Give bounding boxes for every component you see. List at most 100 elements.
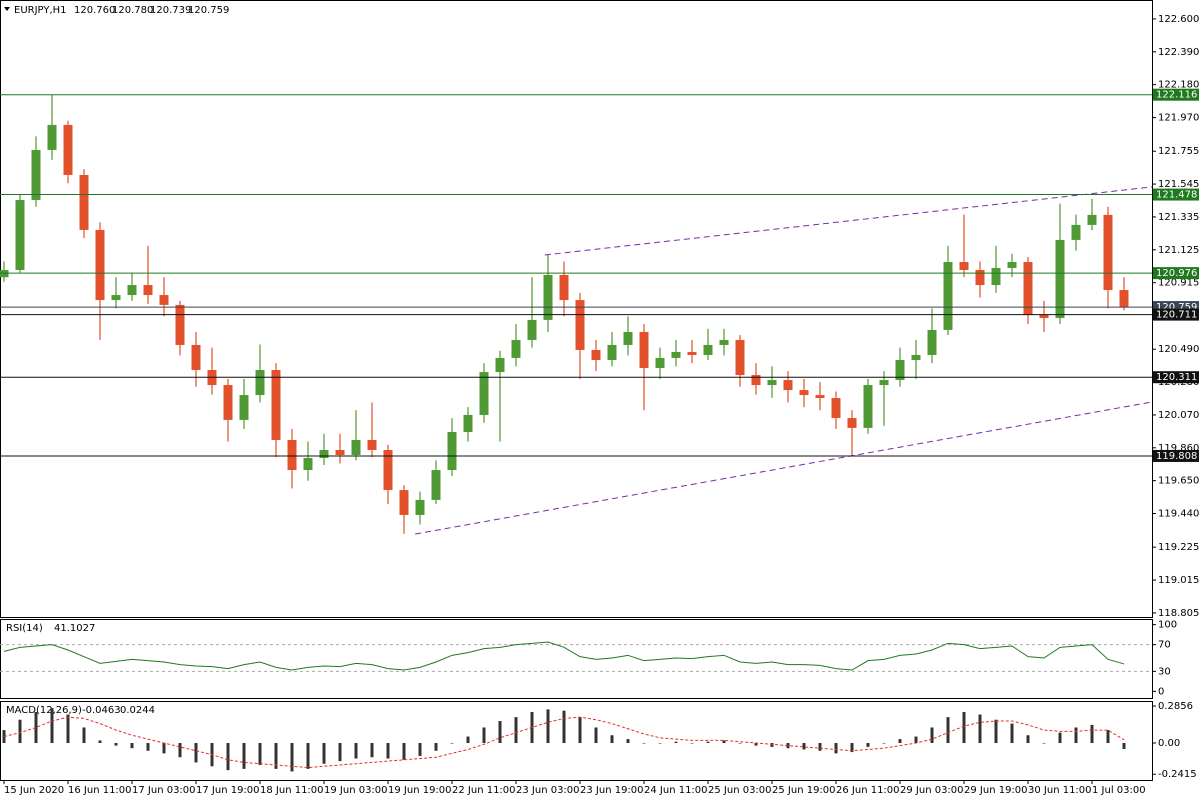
y-tick-label: 120.070	[1158, 410, 1199, 421]
candle-body	[111, 295, 121, 301]
macd-bar	[178, 743, 182, 758]
macd-bar	[354, 743, 358, 759]
macd-bar	[978, 714, 982, 744]
x-tick-label: 15 Jun 2020	[4, 785, 64, 796]
y-tick-label: 121.335	[1158, 212, 1199, 223]
y-tick-label: 119.225	[1158, 542, 1199, 553]
macd-bar	[194, 743, 198, 763]
macd-bar	[434, 743, 438, 751]
level-label-bg	[1153, 267, 1199, 280]
candle-body	[431, 470, 441, 500]
macd-bar	[242, 743, 246, 769]
x-tick-label: 19 Jun 03:00	[324, 785, 388, 796]
candle-body	[671, 352, 681, 358]
candle-body	[47, 124, 57, 150]
candle-body	[31, 149, 41, 201]
macd-bar	[770, 743, 774, 747]
x-tick-label: 30 Jun 11:00	[1028, 785, 1092, 796]
candle-body	[175, 304, 185, 345]
macd-bar	[1090, 724, 1094, 744]
candle-body	[79, 174, 89, 230]
macd-bar	[1010, 723, 1014, 744]
level-label: 120.976	[1156, 268, 1197, 279]
macd-bar	[626, 739, 630, 744]
candle-body	[367, 439, 377, 450]
level-label: 121.478	[1156, 190, 1197, 201]
y-tick-label: 0.00	[1158, 738, 1180, 749]
candle-body	[831, 398, 841, 419]
macd-bar	[722, 740, 726, 744]
y-tick-label: 0.2856	[1158, 701, 1193, 712]
y-tick-label: 119.860	[1158, 443, 1199, 454]
y-tick-label: 118.805	[1158, 608, 1199, 619]
y-tick-label: 120.915	[1158, 278, 1199, 289]
x-tick-label: 24 Jun 11:00	[644, 785, 708, 796]
candle-body	[575, 300, 585, 350]
macd-bar	[274, 743, 278, 769]
macd-bar	[258, 743, 262, 765]
macd-bar	[690, 743, 694, 744]
y-tick-label: 119.015	[1158, 575, 1199, 586]
candle-body	[15, 200, 25, 270]
candle-body	[1023, 262, 1033, 315]
macd-bar	[994, 719, 998, 744]
candle-body	[751, 375, 761, 386]
candle-body	[463, 414, 473, 432]
menu-arrow[interactable]	[4, 7, 10, 11]
macd-bar	[818, 743, 822, 751]
candle-body	[863, 385, 873, 428]
macd-bar	[1122, 743, 1126, 749]
x-tick-label: 25 Jun 03:00	[708, 785, 772, 796]
x-tick-label: 19 Jun 19:00	[388, 785, 452, 796]
macd-bar	[466, 736, 470, 744]
level-label: 120.311	[1156, 372, 1197, 383]
trendline	[544, 186, 1153, 256]
y-tick-label: 121.125	[1158, 245, 1199, 256]
macd-bar	[1074, 727, 1078, 744]
macd-bar	[514, 717, 518, 744]
symbol: EURJPY,H1	[14, 5, 67, 16]
level-label-bg	[1153, 371, 1199, 384]
macd-bar	[834, 743, 838, 754]
level-label-bg	[1153, 308, 1199, 321]
macd-bar	[402, 743, 406, 760]
macd-bar	[34, 711, 38, 744]
candle-body	[799, 390, 809, 396]
candle-body	[943, 262, 953, 330]
candle-body	[415, 499, 425, 515]
macd-bar	[50, 708, 54, 744]
x-tick-label: 1 Jul 03:00	[1092, 785, 1146, 796]
y-tick-label: 119.440	[1158, 509, 1199, 520]
macd-bar	[226, 743, 230, 771]
y-tick-label: 121.545	[1158, 179, 1199, 190]
candle-body	[1071, 224, 1081, 240]
signal-line	[3, 716, 1125, 769]
level-label: 122.116	[1156, 90, 1197, 101]
x-tick-label: 29 Jun 19:00	[964, 785, 1028, 796]
candle-body	[159, 295, 169, 305]
candle-body	[447, 431, 457, 471]
level-label: 120.711	[1156, 310, 1197, 321]
macd-value: -0.0463	[82, 705, 121, 716]
macd-bar	[946, 717, 950, 744]
macd-panel	[0, 701, 1153, 781]
macd-bar	[162, 743, 166, 754]
y-tick-label: 70	[1158, 640, 1171, 651]
candle-body	[607, 344, 617, 360]
macd-bar	[1042, 743, 1046, 744]
candle-body	[559, 275, 569, 301]
candle-body	[1087, 214, 1097, 225]
macd-bar	[114, 743, 118, 746]
signal-value: 0.0244	[120, 705, 155, 716]
level-label: 119.808	[1156, 451, 1197, 462]
candle-body	[927, 329, 937, 355]
candle-body	[303, 457, 313, 471]
macd-bar	[498, 721, 502, 744]
candle-body	[639, 331, 649, 368]
macd-bar	[962, 711, 966, 744]
candle-body	[735, 339, 745, 376]
candle-body	[623, 331, 633, 345]
y-tick-label: 100	[1158, 620, 1177, 631]
candle-body	[495, 357, 505, 373]
